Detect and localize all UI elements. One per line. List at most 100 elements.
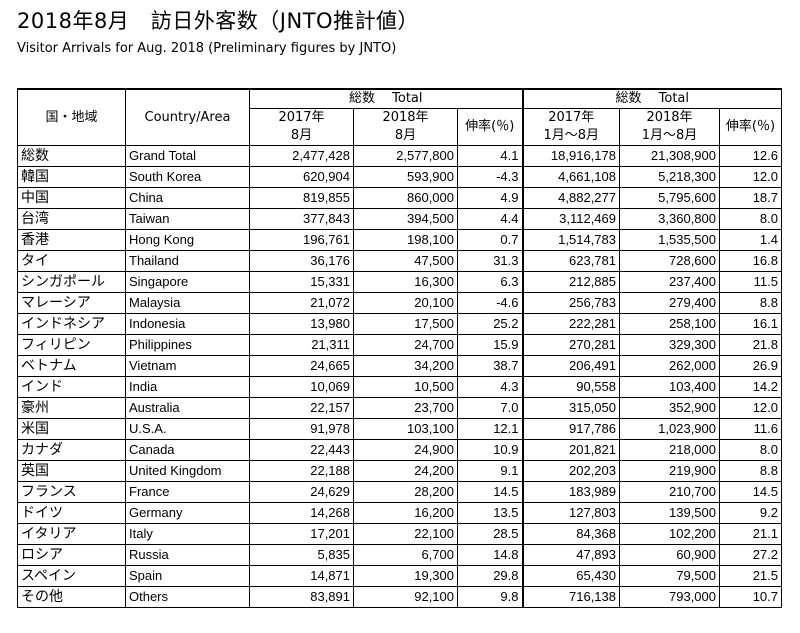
cell-aug-2017: 13,980 [249,313,354,335]
cell-growth-ytd: 8.0 [719,208,782,230]
cell-country-jp: インド [17,376,126,398]
cell-growth-month: 25.2 [457,313,523,335]
table-row: ベトナム Vietnam 24,665 34,200 38.7 206,491 262,00… [17,355,782,377]
header-2018-ytd-period: 1月～8月 [641,128,698,143]
cell-growth-month: 4.4 [457,208,523,230]
cell-ytd-2017: 315,050 [521,397,620,419]
cell-growth-ytd: 16.8 [719,250,782,272]
page-subtitle: Visitor Arrivals for Aug. 2018 (Prelimin… [17,41,397,56]
cell-ytd-2017: 1,514,783 [521,229,620,251]
table-row: その他 Others 83,891 92,100 9.8 716,138 793,000 10… [17,586,782,608]
header-growth-ytd: 伸率(％) [719,108,782,146]
cell-ytd-2018: 352,900 [619,397,720,419]
cell-ytd-2018: 60,900 [619,544,720,566]
cell-aug-2017: 24,629 [249,481,354,503]
cell-aug-2018: 22,100 [353,523,458,545]
cell-aug-2018: 103,100 [353,418,458,440]
cell-aug-2017: 819,855 [249,187,354,209]
cell-country-en: Grand Total [125,145,250,167]
cell-ytd-2017: 222,281 [521,313,620,335]
cell-growth-ytd: 11.6 [719,418,782,440]
cell-growth-month: 4.1 [457,145,523,167]
header-2017-ytd-period: 1月～8月 [543,128,600,143]
cell-growth-month: 4.9 [457,187,523,209]
cell-country-jp: 香港 [17,229,126,251]
cell-growth-ytd: 18.7 [719,187,782,209]
cell-ytd-2017: 4,882,277 [521,187,620,209]
cell-aug-2018: 6,700 [353,544,458,566]
cell-country-jp: その他 [17,586,126,608]
cell-growth-month: -4.6 [457,292,523,314]
cell-growth-month: 9.1 [457,460,523,482]
cell-aug-2017: 10,069 [249,376,354,398]
cell-aug-2018: 2,577,800 [353,145,458,167]
header-2017-ytd-year: 2017年 [548,110,595,125]
cell-aug-2018: 19,300 [353,565,458,587]
cell-growth-ytd: 21.8 [719,334,782,356]
cell-country-jp: イタリア [17,523,126,545]
cell-aug-2017: 22,157 [249,397,354,419]
cell-aug-2017: 36,176 [249,250,354,272]
cell-country-jp: 英国 [17,460,126,482]
table-row: 英国 United Kingdom 22,188 24,200 9.1 202,203 21… [17,460,782,482]
cell-country-jp: 韓国 [17,166,126,188]
cell-country-en: Italy [125,523,250,545]
page-title: 2018年8月 訪日外客数（JNTO推計値） [17,9,420,33]
cell-country-en: Indonesia [125,313,250,335]
cell-country-jp: マレーシア [17,292,126,314]
cell-country-en: Philippines [125,334,250,356]
cell-country-en: United Kingdom [125,460,250,482]
cell-ytd-2017: 206,491 [521,355,620,377]
header-2018-aug: 2018年 8月 [353,108,458,146]
cell-aug-2017: 17,201 [249,523,354,545]
header-group-month: 総数 Total [249,88,523,109]
cell-aug-2017: 24,665 [249,355,354,377]
cell-growth-month: 7.0 [457,397,523,419]
cell-ytd-2017: 917,786 [521,418,620,440]
cell-aug-2018: 23,700 [353,397,458,419]
cell-ytd-2017: 256,783 [521,292,620,314]
cell-aug-2017: 620,904 [249,166,354,188]
cell-growth-ytd: 9.2 [719,502,782,524]
cell-aug-2017: 83,891 [249,586,354,608]
cell-growth-ytd: 8.8 [719,292,782,314]
cell-country-en: Germany [125,502,250,524]
header-2018-aug-month: 8月 [394,128,417,143]
cell-ytd-2018: 210,700 [619,481,720,503]
cell-country-en: Taiwan [125,208,250,230]
cell-aug-2018: 17,500 [353,313,458,335]
header-2017-aug: 2017年 8月 [249,108,354,146]
cell-growth-month: 9.8 [457,586,523,608]
cell-growth-ytd: 14.5 [719,481,782,503]
cell-ytd-2017: 90,558 [521,376,620,398]
cell-growth-ytd: 12.0 [719,166,782,188]
table-row: ロシア Russia 5,835 6,700 14.8 47,893 60,900 27.2 [17,544,782,566]
cell-ytd-2018: 1,023,900 [619,418,720,440]
cell-country-jp: スペイン [17,565,126,587]
cell-aug-2018: 24,900 [353,439,458,461]
cell-aug-2018: 34,200 [353,355,458,377]
cell-aug-2017: 196,761 [249,229,354,251]
cell-ytd-2018: 258,100 [619,313,720,335]
cell-country-en: France [125,481,250,503]
cell-ytd-2018: 5,795,600 [619,187,720,209]
cell-growth-month: 29.8 [457,565,523,587]
cell-ytd-2018: 21,308,900 [619,145,720,167]
table-row: 米国 U.S.A. 91,978 103,100 12.1 917,786 1,023,90… [17,418,782,440]
header-2017-ytd: 2017年 1月～8月 [521,108,620,146]
cell-ytd-2017: 4,661,108 [521,166,620,188]
cell-growth-ytd: 8.8 [719,460,782,482]
cell-aug-2017: 377,843 [249,208,354,230]
cell-ytd-2018: 103,400 [619,376,720,398]
cell-aug-2018: 593,900 [353,166,458,188]
cell-growth-ytd: 27.2 [719,544,782,566]
cell-ytd-2017: 212,885 [521,271,620,293]
cell-ytd-2018: 79,500 [619,565,720,587]
cell-ytd-2018: 279,400 [619,292,720,314]
cell-ytd-2018: 139,500 [619,502,720,524]
cell-growth-month: 14.5 [457,481,523,503]
cell-ytd-2017: 18,916,178 [521,145,620,167]
cell-country-en: Canada [125,439,250,461]
cell-ytd-2018: 1,535,500 [619,229,720,251]
table-row: 豪州 Australia 22,157 23,700 7.0 315,050 352,900… [17,397,782,419]
